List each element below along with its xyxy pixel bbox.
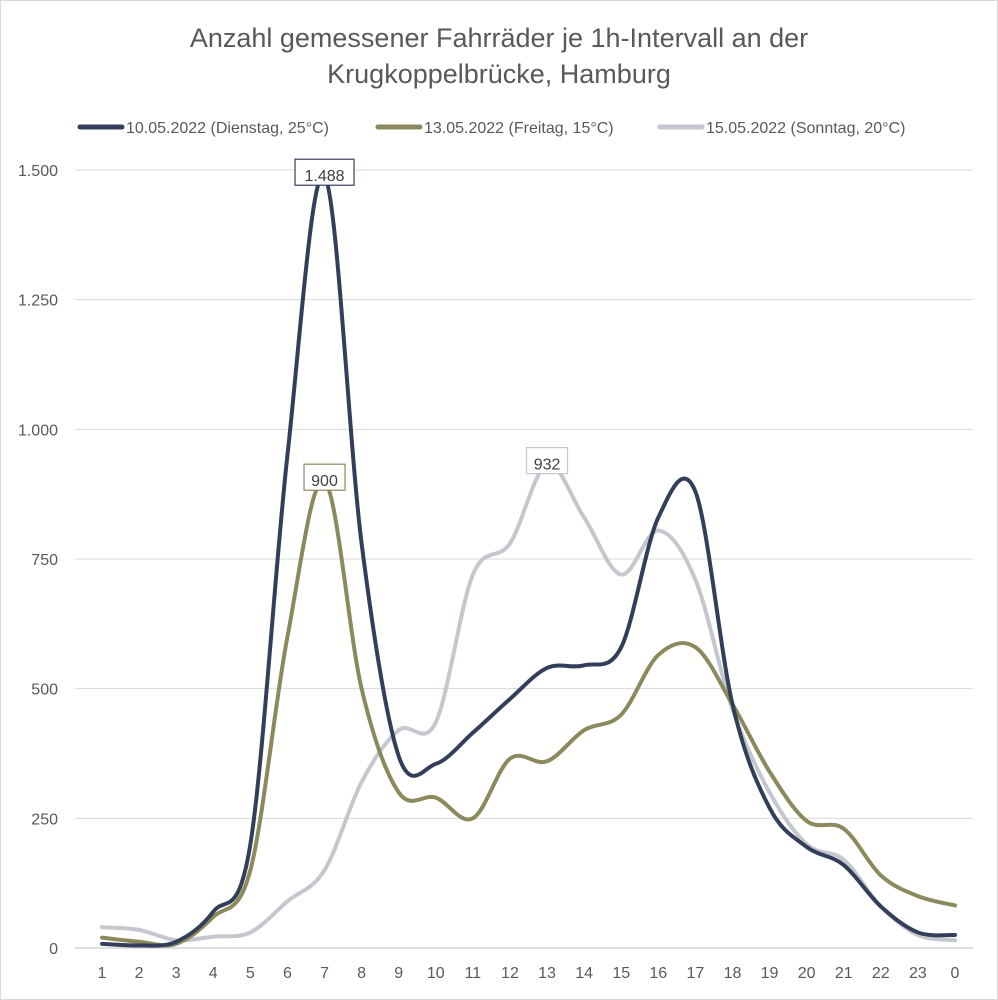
series-line — [100, 173, 957, 948]
x-tick-label: 16 — [649, 965, 667, 982]
legend-label: 13.05.2022 (Freitag, 15°C) — [424, 120, 614, 137]
x-tick-label: 23 — [909, 965, 927, 982]
x-tick-label: 1 — [98, 965, 107, 982]
x-tick-label: 6 — [283, 965, 292, 982]
legend-item[interactable]: 10.05.2022 (Dienstag, 25°C) — [77, 120, 329, 137]
x-tick-label: 14 — [575, 965, 593, 982]
x-tick-label: 17 — [686, 965, 704, 982]
data-label: 932 — [525, 447, 569, 475]
x-tick-label: 2 — [135, 965, 144, 982]
series-line — [100, 462, 957, 943]
x-tick-label: 20 — [798, 965, 816, 982]
x-tick-label: 4 — [209, 965, 218, 982]
data-label-box — [294, 158, 355, 186]
legend-item[interactable]: 15.05.2022 (Sonntag, 20°C) — [657, 120, 905, 137]
series-line — [100, 478, 957, 948]
y-tick-label: 500 — [31, 682, 58, 699]
data-label: 1.488 — [294, 158, 355, 186]
x-tick-label: 0 — [951, 965, 960, 982]
data-label-text: 1.488 — [304, 168, 344, 185]
x-tick-label: 22 — [872, 965, 890, 982]
x-tick-label: 3 — [172, 965, 181, 982]
x-tick-label: 9 — [394, 965, 403, 982]
chart-title-line-2: Krugkoppelbrücke, Hamburg — [327, 59, 671, 89]
x-tick-label: 13 — [538, 965, 556, 982]
legend-label: 10.05.2022 (Dienstag, 25°C) — [126, 120, 329, 137]
y-tick-label: 750 — [31, 552, 58, 569]
x-tick-label: 11 — [465, 965, 482, 982]
x-tick-label: 7 — [320, 965, 329, 982]
data-label-text: 932 — [534, 457, 561, 474]
y-tick-label: 1.250 — [18, 293, 58, 310]
y-tick-label: 1.000 — [18, 422, 58, 439]
data-label-box — [303, 463, 346, 491]
x-tick-label: 18 — [724, 965, 742, 982]
x-tick-label: 19 — [761, 965, 779, 982]
chart-title-line-1: Anzahl gemessener Fahrräder je 1h-Interv… — [190, 23, 808, 53]
data-label: 900 — [303, 463, 346, 491]
legend-item[interactable]: 13.05.2022 (Freitag, 15°C) — [375, 120, 614, 137]
x-tick-label: 10 — [427, 965, 445, 982]
y-tick-label: 1.500 — [18, 163, 58, 180]
x-tick-label: 21 — [835, 965, 853, 982]
x-tick-label: 5 — [246, 965, 255, 982]
y-tick-label: 250 — [31, 811, 58, 828]
data-label-box — [525, 447, 569, 475]
x-tick-label: 8 — [357, 965, 366, 982]
data-label-text: 900 — [311, 473, 338, 490]
x-tick-label: 15 — [612, 965, 630, 982]
x-tick-label: 12 — [501, 965, 519, 982]
y-tick-label: 0 — [49, 941, 58, 958]
legend-label: 15.05.2022 (Sonntag, 20°C) — [706, 120, 905, 137]
